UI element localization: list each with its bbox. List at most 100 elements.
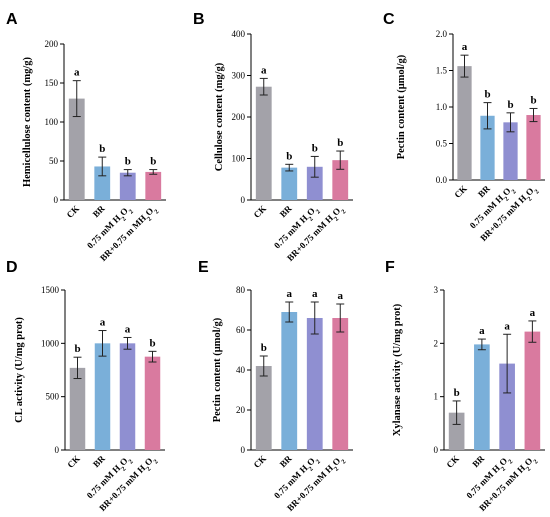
y-tick-label: 1 [434, 392, 439, 402]
y-tick-label: 400 [232, 29, 246, 39]
y-tick-label: 0.0 [436, 175, 448, 185]
y-tick-label: 200 [232, 112, 246, 122]
subscript: 2 [120, 215, 127, 222]
y-tick-label: 1.5 [436, 66, 448, 76]
x-tick-label: CK [65, 453, 82, 470]
significance-label: a [287, 288, 293, 300]
y-tick-label: 1000 [41, 338, 60, 348]
bar [332, 318, 349, 450]
significance-label: b [125, 156, 131, 168]
subscript: 2 [526, 195, 533, 202]
significance-label: b [337, 137, 343, 149]
x-tick-label: BR [91, 203, 107, 219]
y-axis-label: Cellulose content (mg/g) [214, 62, 225, 171]
chart-panel-a: A Hemicellulose content (mg/g) 0 50 100 150 20… [6, 11, 166, 263]
y-tick-label: 0.5 [436, 139, 448, 149]
significance-label: a [530, 307, 536, 319]
y-tick-label: 200 [45, 39, 59, 49]
chart-panel-d: D CL activity (U/mg prot) 0 500 1000 1500 b CK a… [6, 259, 165, 513]
significance-label: b [149, 337, 155, 349]
x-tick-label: BR [470, 453, 486, 469]
significance-label: b [74, 343, 80, 355]
panel-letter: E [198, 259, 209, 276]
panel-letter: B [193, 11, 205, 28]
y-axis-label: Pectin content (μmol/g) [396, 54, 407, 159]
y-tick-label: 50 [49, 156, 59, 166]
significance-label: b [530, 94, 536, 106]
significance-label: b [261, 342, 267, 354]
significance-label: b [286, 150, 292, 162]
significance-label: b [312, 142, 318, 154]
subscript: 2 [307, 465, 314, 472]
y-tick-label: 20 [236, 405, 246, 415]
y-tick-label: 0 [241, 195, 246, 205]
subscript: 2 [314, 208, 321, 215]
bar [306, 318, 323, 450]
significance-label: b [507, 99, 513, 111]
subscript: 2 [525, 465, 532, 472]
panel-letter: C [383, 11, 395, 28]
x-tick-label: CK [252, 453, 269, 470]
subscript: 2 [503, 195, 510, 202]
subscript: 2 [152, 458, 159, 465]
bar [499, 363, 515, 450]
chart-panel-e: E Pectin content (μmol/g) 0 20 40 60 80 b CK a BR a… [198, 259, 353, 513]
y-tick-label: 0 [241, 445, 246, 455]
subscript: 2 [120, 465, 127, 472]
subscript: 2 [533, 188, 540, 195]
significance-label: b [454, 387, 460, 399]
bar [145, 171, 162, 200]
panel-letter: A [6, 11, 18, 28]
bar [448, 412, 465, 450]
y-tick-label: 100 [45, 117, 59, 127]
bar [474, 344, 490, 450]
x-tick-label: BR [476, 183, 492, 199]
y-tick-label: 0 [434, 445, 439, 455]
bar [332, 160, 349, 200]
significance-label: b [99, 143, 105, 155]
x-tick-label: BR [278, 203, 294, 219]
significance-label: a [74, 67, 80, 79]
bar [281, 312, 298, 450]
y-tick-label: 500 [46, 392, 60, 402]
subscript: 2 [510, 188, 517, 195]
significance-label: a [338, 290, 344, 302]
subscript: 2 [500, 465, 507, 472]
significance-label: a [479, 325, 485, 337]
bar [526, 115, 541, 180]
subscript: 2 [145, 465, 152, 472]
significance-label: a [125, 323, 131, 335]
subscript: 2 [507, 458, 514, 465]
subscript: 2 [532, 458, 539, 465]
bar [306, 166, 323, 200]
y-axis-label: CL activity (U/mg prot) [14, 317, 25, 423]
subscript: 2 [307, 215, 314, 222]
panel-letter: D [6, 259, 18, 276]
significance-label: a [312, 288, 318, 300]
bar [94, 166, 111, 200]
y-tick-label: 2 [434, 338, 439, 348]
significance-label: a [100, 317, 106, 329]
bar [119, 172, 136, 200]
chart-panel-f: F Xylanase activity (U/mg prot) 0 1 2 3 b CK a BR… [385, 259, 545, 513]
x-tick-label: BR [278, 453, 294, 469]
subscript: 2 [314, 458, 321, 465]
y-axis-label: Xylanase activity (U/mg prot) [392, 303, 403, 436]
x-tick-label: CK [65, 203, 82, 220]
y-tick-label: 60 [236, 325, 246, 335]
significance-label: a [504, 320, 510, 332]
bar [480, 115, 495, 180]
subscript: 2 [333, 215, 340, 222]
y-tick-label: 3 [434, 285, 439, 295]
y-tick-label: 2.0 [436, 29, 448, 39]
subscript: 2 [146, 215, 153, 222]
subscript: 2 [153, 208, 160, 215]
subscript: 2 [333, 465, 340, 472]
x-tick-label: CK [252, 203, 269, 220]
y-tick-label: 40 [236, 365, 246, 375]
significance-label: b [484, 89, 490, 101]
y-tick-label: 150 [45, 78, 59, 88]
bar [94, 343, 111, 450]
y-tick-label: 80 [236, 285, 246, 295]
bar [68, 98, 85, 200]
